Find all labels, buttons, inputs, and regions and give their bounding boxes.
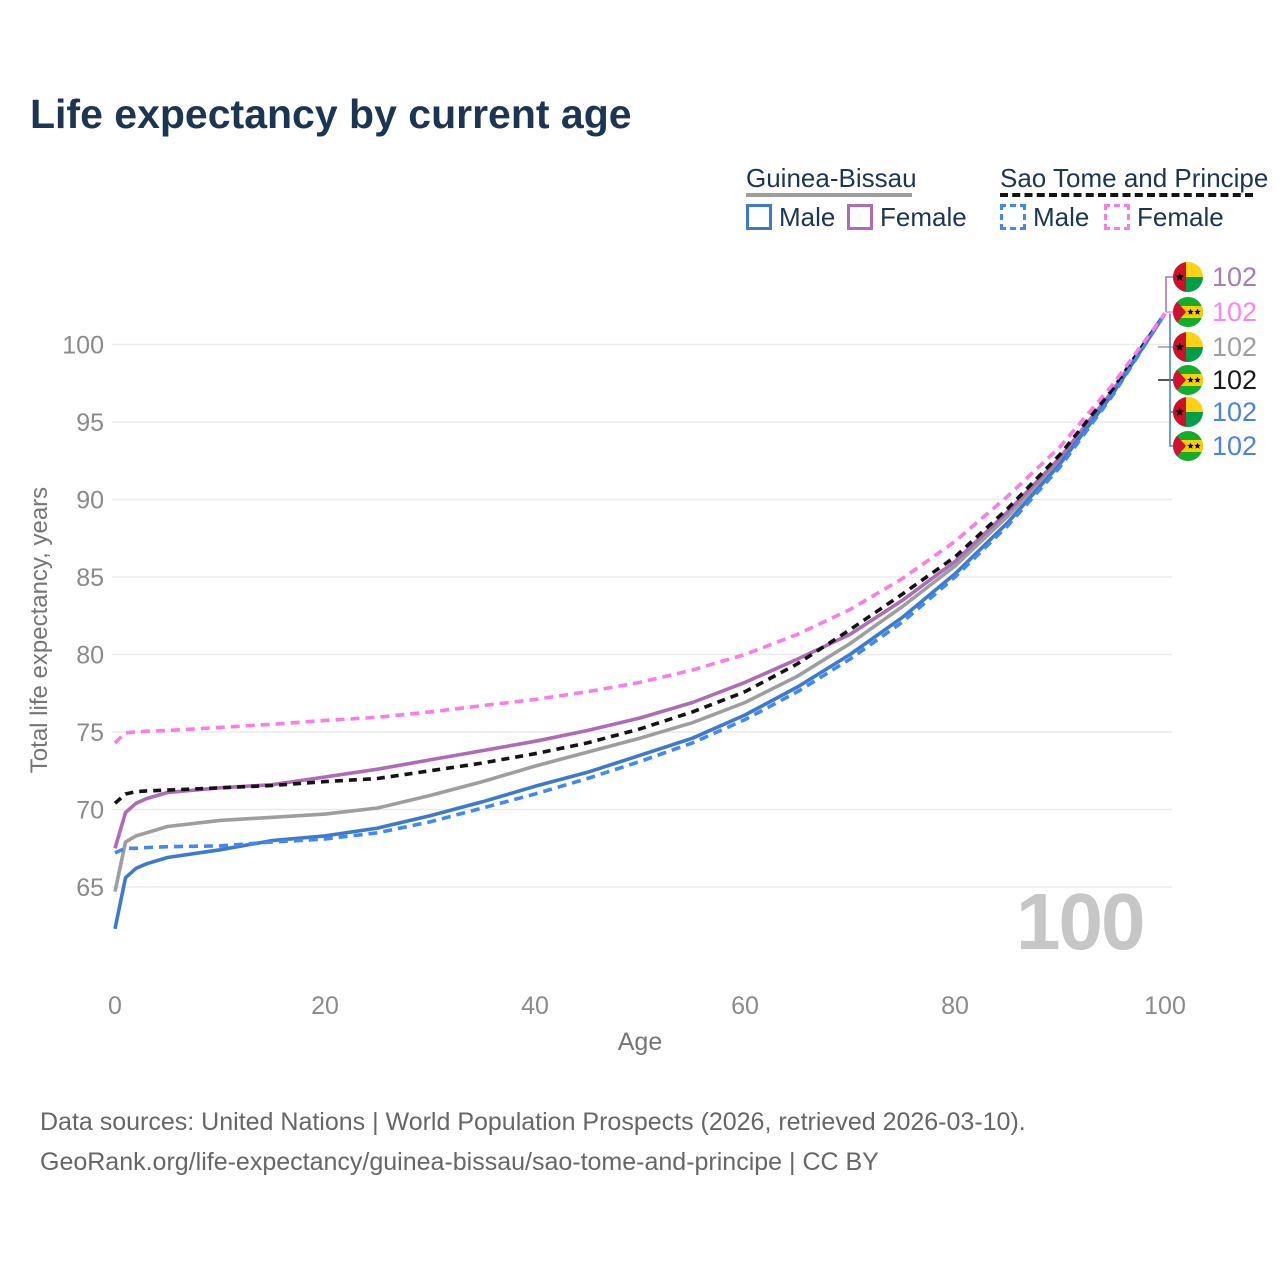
series-line-guinea-bissau-male[interactable] — [113, 312, 1167, 930]
end-label-value: 102 — [1212, 332, 1258, 362]
y-tick-90: 90 — [76, 487, 104, 515]
guinea-bissau-flag-icon — [1173, 332, 1203, 362]
x-tick-100: 100 — [1144, 992, 1186, 1020]
legend-item-stp-female[interactable]: Female — [1104, 203, 1224, 231]
x-tick-60: 60 — [731, 992, 759, 1020]
end-label-row-guinea-bissau-female[interactable]: 102 — [1173, 262, 1257, 292]
y-tick-100: 100 — [62, 332, 104, 360]
legend-rule-dashed — [1000, 193, 1253, 197]
series-line-sao-tome-male[interactable] — [114, 312, 1167, 855]
end-label-row-sao-tome-total[interactable]: 102 — [1173, 365, 1257, 395]
x-axis-title: Age — [617, 1028, 663, 1056]
x-tick-0: 0 — [108, 992, 122, 1020]
end-label-row-guinea-bissau-total[interactable]: 102 — [1173, 332, 1257, 362]
end-label-value: 102 — [1212, 431, 1258, 461]
end-label-value: 102 — [1212, 297, 1258, 327]
guinea-bissau-flag-icon — [1173, 262, 1203, 292]
end-label-value: 102 — [1212, 365, 1258, 395]
y-tick-75: 75 — [76, 719, 104, 747]
swatch-solid-blue — [746, 204, 772, 230]
series-line-guinea-bissau-total[interactable] — [113, 312, 1167, 892]
x-tick-20: 20 — [311, 992, 339, 1020]
legend-item-label: Male — [779, 202, 836, 232]
swatch-solid-purple — [847, 204, 873, 230]
legend-item-gw-male[interactable]: Male — [746, 203, 835, 231]
attribution-link-text[interactable]: GeoRank.org/life-expectancy/guinea-bissa… — [40, 1148, 879, 1176]
y-tick-85: 85 — [76, 564, 104, 592]
age-counter-watermark: 100 — [1016, 877, 1145, 966]
end-label-value: 102 — [1212, 262, 1258, 292]
swatch-dashed-blue — [1000, 204, 1026, 230]
y-tick-80: 80 — [76, 642, 104, 670]
legend-item-label: Male — [1033, 202, 1090, 232]
legend-item-label: Female — [1137, 202, 1224, 232]
legend-group-guinea-bissau: Guinea-Bissau — [746, 163, 917, 193]
end-label-row-sao-tome-female[interactable]: 102 — [1173, 297, 1257, 327]
series-line-sao-tome-female[interactable] — [113, 312, 1167, 745]
swatch-dashed-pink — [1104, 204, 1130, 230]
x-tick-80: 80 — [941, 992, 969, 1020]
series-line-guinea-bissau-female[interactable] — [113, 312, 1167, 849]
end-label-row-guinea-bissau-male[interactable]: 102 — [1173, 397, 1257, 427]
page-title: Life expectancy by current age — [30, 91, 632, 137]
sao-tome-and-principe-flag-icon — [1173, 365, 1203, 395]
guinea-bissau-flag-icon — [1173, 397, 1203, 427]
legend-item-stp-male[interactable]: Male — [1000, 203, 1089, 231]
sao-tome-and-principe-flag-icon — [1173, 297, 1203, 327]
legend-group-sao-tome: Sao Tome and Principe — [1000, 163, 1269, 193]
data-sources-text: Data sources: United Nations | World Pop… — [40, 1108, 1026, 1136]
y-tick-70: 70 — [76, 797, 104, 825]
end-label-row-sao-tome-male[interactable]: 102 — [1173, 431, 1257, 461]
sao-tome-and-principe-flag-icon — [1173, 431, 1203, 461]
legend-item-label: Female — [880, 202, 967, 232]
leader-line-guinea-bissau-female — [1165, 276, 1176, 313]
legend-item-gw-female[interactable]: Female — [847, 203, 967, 231]
series-line-sao-tome-total[interactable] — [113, 312, 1167, 805]
y-tick-65: 65 — [76, 874, 104, 902]
x-tick-40: 40 — [521, 992, 549, 1020]
y-tick-95: 95 — [76, 409, 104, 437]
legend-rule-solid — [746, 193, 912, 197]
end-label-value: 102 — [1212, 397, 1258, 427]
